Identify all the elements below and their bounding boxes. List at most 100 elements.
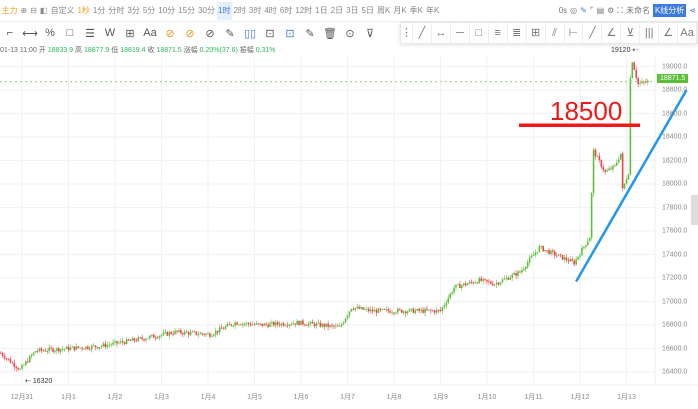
float-tool-6-icon[interactable]: ≣ [508,23,527,43]
period-15[interactable]: 2日 [330,5,344,15]
period-2[interactable]: 分时 [108,5,125,15]
candle-body [338,325,341,327]
period-0[interactable]: 1秒 [77,5,90,15]
draw-tool-13-icon[interactable]: ⊡ [265,27,275,40]
draw-tool-2-icon[interactable]: % [45,27,55,39]
draw-tool-8-icon[interactable]: ⊘ [165,27,175,40]
float-tool-15-icon[interactable]: Aa [678,23,698,43]
draw-tool-17-icon[interactable]: ⊙ [345,27,355,40]
period-1[interactable]: 1分 [92,5,106,15]
period-9[interactable]: 2时 [233,5,246,15]
level-label-18500[interactable]: 18500 [550,96,623,126]
layout-icon[interactable]: ◧ [39,5,48,15]
candle-body [265,323,267,325]
custom-dropdown[interactable]: 自定义 [50,5,75,15]
draw-tool-12-icon[interactable]: ▯▯ [243,27,257,40]
float-tool-8-icon[interactable]: ⫽ [546,23,565,43]
drag-handle-icon[interactable]: ⋮ [401,23,413,43]
y-tick-label: 17000.0 [662,298,688,305]
k-analysis-button[interactable]: K线分析 [652,4,687,17]
candle-body [321,323,324,327]
candle-body [552,250,554,252]
draw-tool-7-icon[interactable]: Aa [143,27,157,39]
candle-body [209,333,211,337]
share-icon[interactable]: ⋖ [689,6,696,15]
draw-tool-9-icon[interactable]: ⊘ [185,27,195,40]
draw-tool-16-icon[interactable]: 🗑 [323,27,337,40]
candle-body [182,333,184,335]
period-14[interactable]: 1日 [315,5,328,15]
float-tool-10-icon[interactable]: ╱ [583,23,603,43]
cloud-layout-dropdown[interactable]: 未命名 [625,6,650,15]
period-6[interactable]: 15分 [178,5,196,15]
draw-tool-5-icon[interactable]: W [104,27,116,39]
float-tool-1-icon[interactable]: ╱ [413,23,432,43]
period-10[interactable]: 3时 [248,5,262,15]
float-tool-2-icon[interactable]: ↔ [432,23,451,43]
candle-body [65,346,68,349]
draw-tool-3-icon[interactable]: □ [66,27,74,39]
candle-body [313,323,316,327]
float-tool-12-icon[interactable]: ⊻ [621,23,641,43]
pencil-icon[interactable]: ✎ [580,6,587,15]
calendar-icon[interactable]: ⊟ [30,5,37,15]
period-11[interactable]: 4时 [264,5,277,15]
float-tool-5-icon[interactable]: ≡ [489,23,508,43]
float-tool-11-icon[interactable]: ∠ [602,23,622,43]
period-21[interactable]: 年K [426,5,440,15]
float-tool-13-icon[interactable]: ||| [640,23,660,43]
crop-icon[interactable]: ⌜ [589,6,594,15]
draw-tool-11-icon[interactable]: ✎ [225,27,235,40]
draw-tool-15-icon[interactable]: ✎ [305,27,315,40]
candle-body [567,260,570,262]
candle-body [172,333,174,335]
period-8[interactable]: 1时 [216,1,232,20]
fullscreen-icon[interactable]: ⛶ [617,5,623,15]
draw-tool-14-icon[interactable]: ⊡ [285,27,295,40]
settings-icon[interactable]: ⚙ [607,6,615,15]
camera-icon[interactable]: ◎ [570,6,578,15]
period-16[interactable]: 3日 [346,5,359,15]
draw-tool-18-icon[interactable]: ⊽ [365,27,375,40]
y-tick-label: 16600.0 [662,345,688,352]
period-17[interactable]: 5日 [361,5,374,15]
candle-body [333,325,335,327]
float-tool-9-icon[interactable]: ⊢ [565,23,584,43]
candle-body [300,320,302,325]
alert-icon[interactable]: ⊕ [20,5,28,15]
y-tick-label: 18600.0 [662,110,688,117]
float-tool-4-icon[interactable]: □ [470,23,489,43]
draw-tool-10-icon[interactable]: ⊘ [205,27,215,40]
main-force-tab[interactable]: 主力 [1,5,18,15]
draw-tool-0-icon[interactable]: ⌐ [6,27,14,39]
amp-value: 0.31% [255,47,276,54]
float-tool-7-icon[interactable]: ⊞ [527,23,546,43]
candle-body [532,254,535,256]
period-20[interactable]: 季K [409,5,424,15]
period-4[interactable]: 5分 [142,5,156,15]
float-tool-3-icon[interactable]: ─ [451,23,470,43]
period-12[interactable]: 6时 [279,5,293,15]
candle-body [612,165,614,170]
float-tool-14-icon[interactable]: ∠ [659,23,679,43]
period-7[interactable]: 30分 [198,5,215,15]
candle-body [433,310,436,313]
draw-tool-4-icon[interactable]: ☰ [85,27,95,40]
template-icon[interactable]: ▤ [596,6,605,15]
panel-collapse-handle[interactable] [691,195,698,225]
candle-body [492,283,494,286]
draw-tool-1-icon[interactable]: ⟷ [22,27,38,40]
period-5[interactable]: 10分 [158,5,176,15]
draw-tool-6-icon[interactable]: ⊞ [125,27,135,40]
period-19[interactable]: 月K [393,5,407,15]
period-13[interactable]: 12时 [295,5,313,15]
period-18[interactable]: 周K [376,5,391,15]
candle-body [493,284,496,286]
period-3[interactable]: 3分 [127,5,140,15]
candle-body [120,341,122,343]
candle-body [121,341,124,343]
candle-body [643,81,645,83]
candle-body [255,323,258,325]
candle-body [307,323,310,326]
